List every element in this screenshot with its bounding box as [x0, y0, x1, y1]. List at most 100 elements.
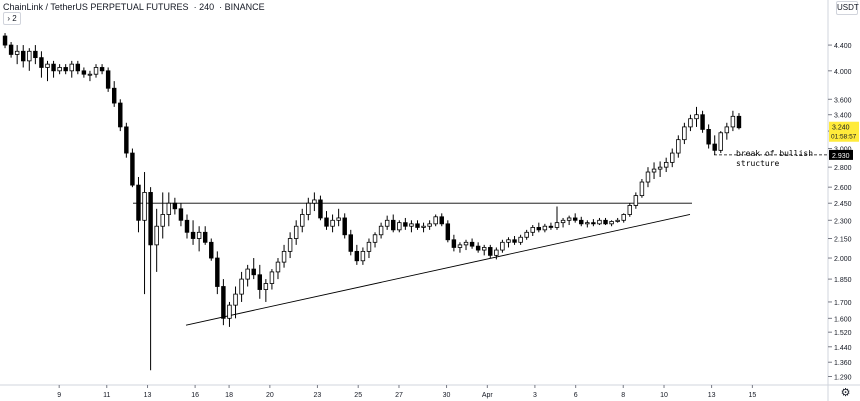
candle-up	[506, 239, 511, 243]
candle-down	[712, 143, 717, 151]
candle-up	[694, 114, 699, 120]
candle-up	[87, 73, 93, 76]
candle-down	[221, 286, 226, 319]
candle-down	[706, 129, 711, 145]
candle-down	[572, 217, 578, 221]
price-tick-label: 4.000	[834, 69, 852, 76]
candle-up	[306, 202, 311, 215]
candle-down	[318, 199, 323, 219]
candle-down	[2, 35, 8, 46]
candle-down	[591, 222, 596, 225]
time-tick-label: 23	[314, 392, 322, 399]
candle-down	[124, 126, 129, 154]
candle-up	[27, 50, 32, 62]
candle-up	[494, 249, 499, 256]
candle-up	[500, 241, 505, 251]
last-price-badge	[829, 121, 859, 142]
price-tick-label: 2.000	[834, 256, 852, 263]
candle-up	[372, 234, 378, 243]
candle-down	[148, 192, 153, 246]
exchange-label: BINANCE	[224, 2, 265, 12]
candle-up	[615, 219, 620, 222]
price-tick-label: 1.600	[834, 316, 852, 323]
candle-up	[542, 225, 548, 231]
candle-up	[154, 225, 159, 246]
time-tick-label: 25	[354, 392, 362, 399]
candle-down	[354, 250, 360, 262]
candle-down	[488, 247, 493, 256]
candle-up	[45, 63, 50, 68]
time-tick-label: 27	[395, 392, 403, 399]
candle-up	[366, 241, 372, 252]
candle-down	[391, 219, 396, 231]
candle-up	[166, 202, 172, 215]
candle-up	[554, 222, 560, 228]
price-tick-label: 3.400	[834, 113, 852, 120]
time-axis[interactable]: 9 11 13 16 18 20 23 25 27 30 Apr 3 6 8 10 13 15	[0, 384, 860, 399]
time-tick-label: 30	[443, 392, 451, 399]
price-tick-label: 2.450	[834, 201, 852, 208]
candle-up	[69, 63, 74, 72]
candle-down	[415, 223, 420, 228]
gear-icon[interactable]: ⚙	[840, 387, 851, 399]
candle-up	[409, 223, 414, 227]
candle-up	[239, 278, 244, 295]
currency-selector[interactable]: USDT	[836, 1, 859, 15]
candle-down	[33, 50, 38, 59]
candle-up	[14, 50, 20, 55]
price-tick-label: 1.700	[834, 300, 852, 307]
time-tick-label: 6	[574, 392, 578, 399]
collapse-indicators-button[interactable]: › 2	[3, 12, 21, 25]
time-tick-label: 16	[191, 392, 199, 399]
candle-up	[457, 244, 463, 248]
price-tick-label: 1.360	[834, 360, 852, 367]
candle-up	[427, 223, 432, 227]
time-tick-label: 15	[748, 392, 756, 399]
candle-down	[536, 227, 542, 231]
ascending-trendline	[185, 214, 691, 326]
candle-down	[202, 231, 208, 243]
candle-down	[51, 63, 56, 72]
time-tick-label: 18	[225, 392, 233, 399]
candle-up	[463, 241, 469, 246]
candle-down	[469, 241, 475, 247]
candle-up	[639, 181, 645, 197]
candle-down	[736, 115, 742, 129]
candle-up	[645, 171, 651, 183]
candle-up	[724, 126, 730, 134]
candle-down	[172, 202, 178, 210]
candle-down	[475, 245, 481, 251]
candle-up	[651, 168, 657, 173]
candle-down	[348, 234, 353, 252]
candle-down	[445, 223, 451, 241]
price-tick-label: 2.150	[834, 237, 852, 244]
candle-up	[609, 221, 614, 225]
level-badge	[829, 149, 853, 160]
candle-down	[209, 241, 214, 259]
candle-up	[336, 217, 341, 221]
time-tick-label: 20	[266, 392, 274, 399]
symbol-title: ChainLink / TetherUS PERPETUAL FUTURES	[3, 2, 189, 12]
candle-down	[8, 44, 14, 55]
candle-up	[718, 132, 723, 151]
candle-down	[257, 274, 263, 290]
price-tick-label: 2.800	[834, 165, 852, 172]
price-tick-label: 1.290	[834, 374, 852, 381]
candle-up	[633, 195, 639, 206]
candle-down	[251, 268, 256, 276]
candle-up	[269, 271, 275, 284]
candle-up	[597, 219, 602, 225]
candle-up	[657, 166, 663, 170]
candle-down	[215, 257, 220, 287]
candle-up	[566, 217, 572, 221]
candle-up	[360, 250, 366, 262]
price-axis[interactable]: 4.4004.0003.6003.4003.2003.0002.8002.600…	[827, 0, 852, 401]
candle-down	[342, 217, 347, 236]
candle-up	[433, 216, 438, 225]
candle-up	[233, 293, 238, 306]
candle-up	[560, 219, 566, 224]
price-tick-label: 1.850	[834, 277, 852, 284]
candle-up	[730, 115, 736, 128]
